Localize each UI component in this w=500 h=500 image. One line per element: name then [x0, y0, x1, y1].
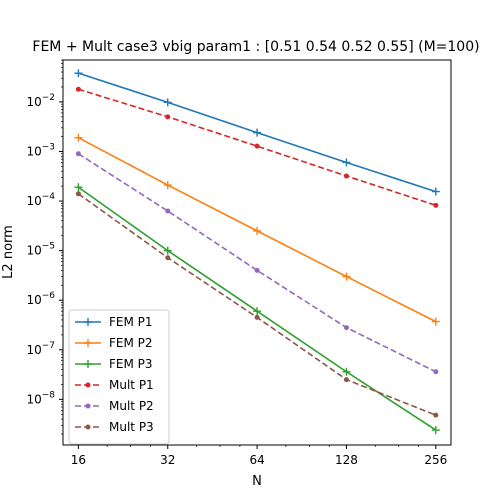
y-tick-base: 10 — [26, 343, 41, 357]
y-tick-exponent: −3 — [42, 142, 55, 152]
legend-label: Mult P3 — [109, 420, 154, 434]
legend-marker — [85, 403, 91, 409]
legend-marker — [85, 424, 91, 430]
y-axis-label: L2 norm — [1, 225, 16, 279]
legend-item: Mult P3 — [75, 420, 154, 434]
chart-title: FEM + Mult case3 vbig param1 : [0.51 0.5… — [32, 39, 479, 55]
x-axis: 16 32 64 128 256 — [71, 445, 447, 467]
data-point — [431, 187, 440, 196]
y-tick-label: 10−7 — [26, 341, 55, 357]
legend-item: FEM P3 — [75, 357, 153, 371]
series-mult-p2 — [75, 151, 439, 375]
y-tick-exponent: −4 — [42, 192, 56, 202]
data-point — [433, 369, 439, 375]
series-line — [77, 153, 437, 373]
data-point — [163, 98, 172, 107]
y-tick-label: 10−5 — [26, 242, 55, 258]
y-tick-label: 10−3 — [26, 142, 55, 158]
data-point — [342, 158, 351, 167]
data-point — [254, 143, 260, 149]
y-tick-exponent: −6 — [42, 291, 56, 301]
data-point — [74, 133, 83, 142]
x-tick-label: 128 — [335, 453, 358, 467]
legend-item: FEM P1 — [75, 315, 153, 329]
legend-item: FEM P2 — [75, 336, 153, 350]
legend-label: FEM P2 — [109, 336, 153, 350]
series-fem-p2 — [74, 133, 440, 326]
x-tick-label: 16 — [71, 453, 86, 467]
data-point — [342, 367, 351, 376]
x-tick-label: 256 — [424, 453, 447, 467]
data-point — [165, 255, 171, 261]
series-fem-p3 — [74, 183, 440, 435]
data-point — [253, 307, 262, 316]
data-point — [342, 272, 351, 281]
legend-label: FEM P1 — [109, 315, 153, 329]
data-point — [343, 173, 349, 179]
legend-label: FEM P3 — [109, 357, 153, 371]
data-point — [343, 377, 349, 383]
data-point — [431, 426, 440, 435]
data-point — [165, 208, 171, 214]
data-point — [431, 317, 440, 326]
legend-item: Mult P2 — [75, 399, 154, 413]
legend-marker — [84, 360, 92, 368]
y-tick-exponent: −7 — [42, 341, 55, 351]
plot-area — [74, 69, 440, 435]
data-point — [343, 325, 349, 331]
series-mult-p1 — [75, 86, 439, 208]
series-mult-p3 — [75, 191, 439, 418]
data-point — [74, 69, 83, 78]
y-tick-label: 10−6 — [26, 291, 55, 307]
data-point — [75, 86, 81, 92]
y-tick-exponent: −2 — [42, 93, 55, 103]
legend-label: Mult P1 — [109, 378, 154, 392]
legend-label: Mult P2 — [109, 399, 154, 413]
legend-item: Mult P1 — [75, 378, 154, 392]
legend-marker — [84, 339, 92, 347]
y-tick-base: 10 — [26, 95, 41, 109]
y-tick-label: 10−4 — [26, 192, 55, 208]
y-tick-base: 10 — [26, 293, 41, 307]
data-point — [165, 114, 171, 120]
data-point — [253, 226, 262, 235]
data-point — [163, 246, 172, 255]
y-tick-base: 10 — [26, 144, 41, 158]
data-point — [433, 412, 439, 418]
x-tick-label: 64 — [249, 453, 264, 467]
data-point — [254, 267, 260, 273]
y-tick-base: 10 — [26, 244, 41, 258]
y-axis: 10−810−710−610−510−410−310−2 — [26, 59, 63, 435]
legend-marker — [85, 382, 91, 388]
x-tick-label: 32 — [160, 453, 175, 467]
data-point — [75, 151, 81, 157]
data-point — [433, 202, 439, 208]
data-point — [163, 181, 172, 190]
x-axis-label: N — [252, 474, 262, 489]
series-layer — [74, 69, 440, 435]
y-tick-exponent: −5 — [42, 242, 55, 252]
legend-marker — [84, 318, 92, 326]
y-tick-base: 10 — [26, 392, 41, 406]
data-point — [253, 128, 262, 137]
series-fem-p1 — [74, 69, 440, 196]
data-point — [254, 314, 260, 320]
data-point — [75, 191, 81, 197]
y-tick-label: 10−2 — [26, 93, 55, 109]
legend: FEM P1 FEM P2 FEM P3 Mult P1 Mult P2 Mult P3 — [68, 309, 170, 445]
y-tick-exponent: −8 — [42, 390, 56, 400]
data-point — [74, 183, 83, 192]
y-tick-base: 10 — [26, 194, 41, 208]
y-tick-label: 10−8 — [26, 390, 55, 406]
